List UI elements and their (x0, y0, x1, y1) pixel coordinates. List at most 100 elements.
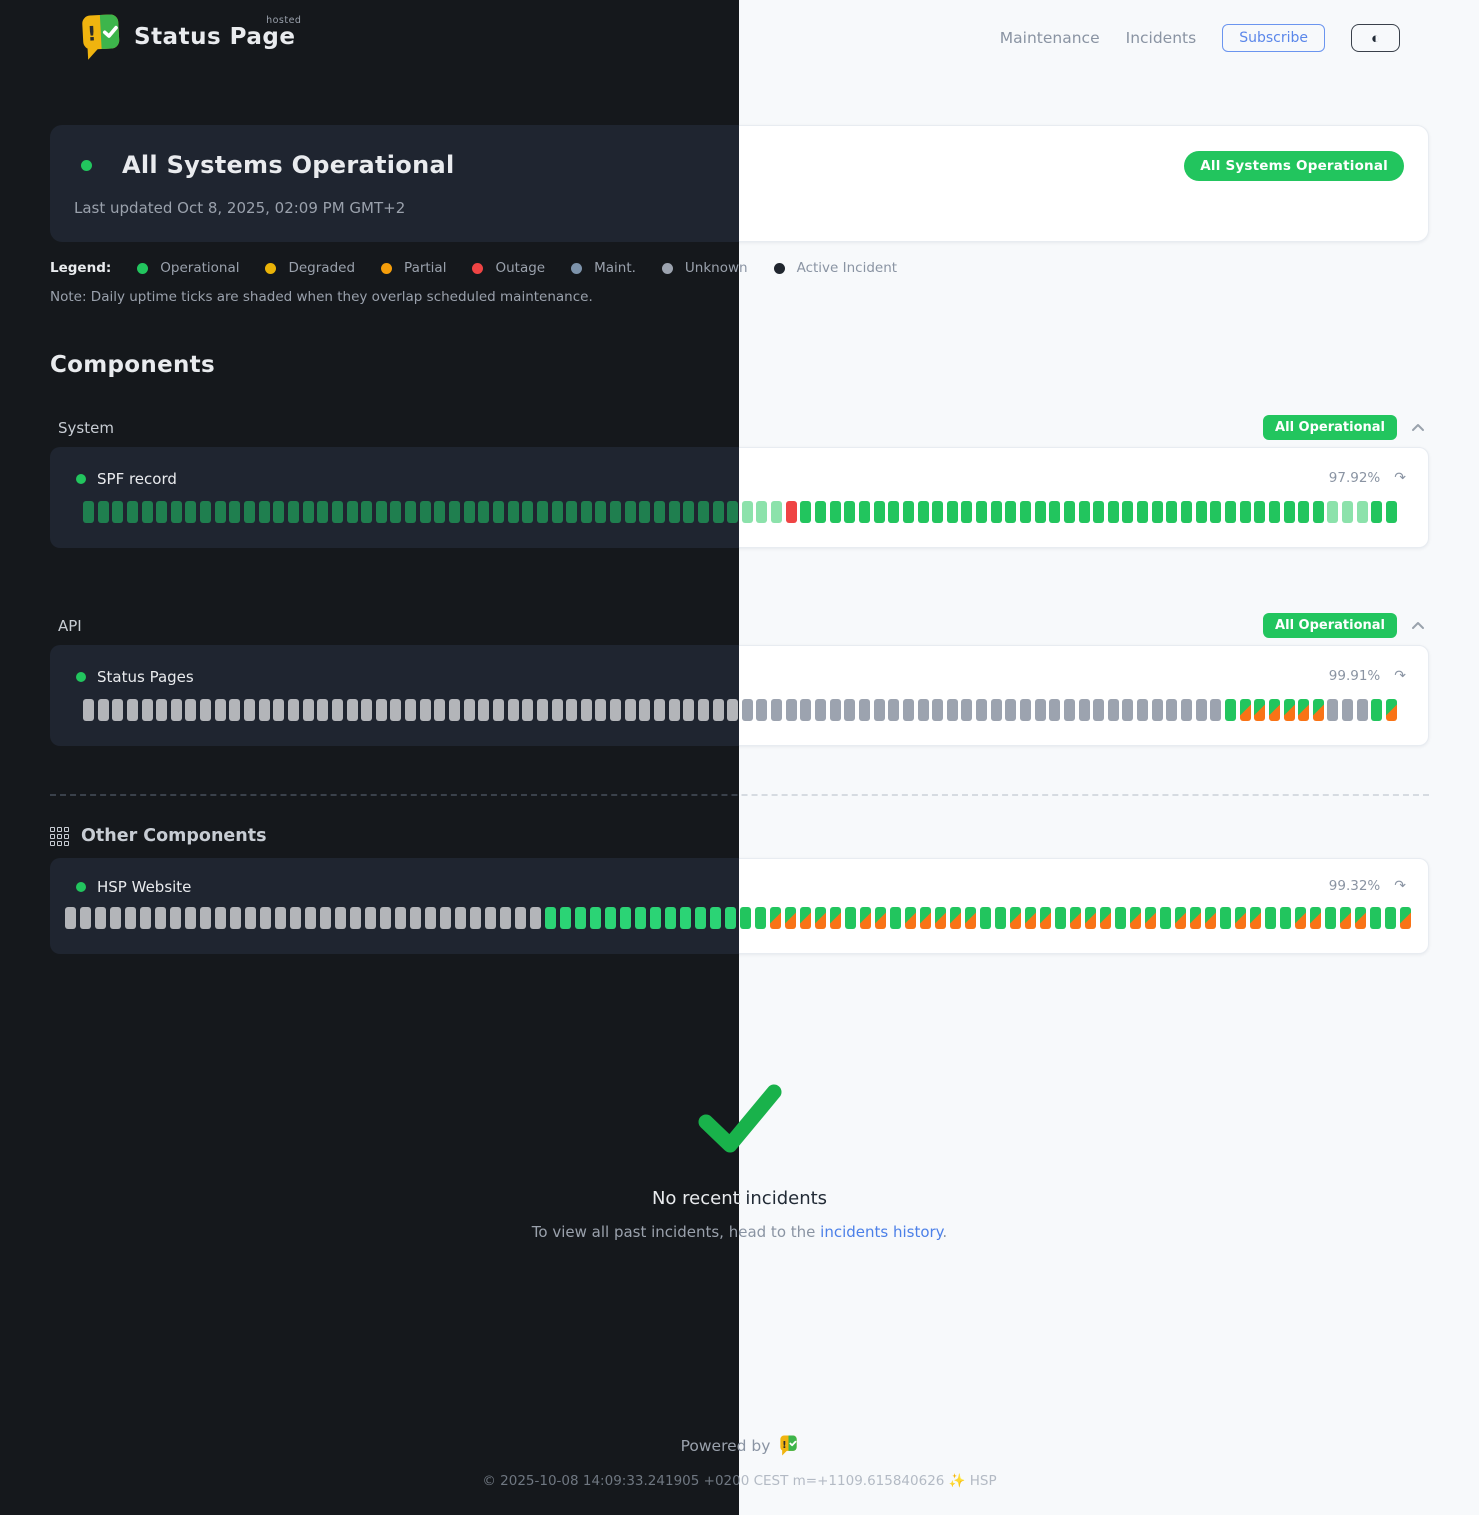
uptime-tick (170, 699, 182, 721)
uptime-tick (1115, 907, 1126, 929)
legend-item-outage: Outage (472, 260, 545, 276)
uptime-tick (478, 699, 490, 721)
legend-note: Note: Daily uptime ticks are shaded when… (50, 289, 593, 305)
component-name: Status Pages (97, 668, 194, 686)
uptime-tick (756, 501, 768, 523)
trend-icon[interactable]: ↷ (1394, 878, 1406, 894)
components-title: Components (50, 352, 215, 378)
no-incidents-title: No recent incidents (651, 1188, 828, 1209)
section-divider (739, 794, 1429, 796)
status-page-logo-icon: ! (82, 14, 120, 60)
uptime-tick (551, 501, 563, 523)
uptime-tick (566, 501, 578, 523)
uptime-tick (141, 501, 153, 523)
uptime-tick (1265, 907, 1276, 929)
uptime-tick (273, 699, 285, 721)
uptime-tick (1312, 699, 1324, 721)
uptime-tick (741, 501, 753, 523)
incidents-history-link[interactable]: incidents history (820, 1223, 943, 1241)
subscribe-button[interactable]: Subscribe (1222, 24, 1325, 52)
other-components-list: HSP Website99.32%↷ (739, 858, 1429, 954)
uptime-tick (1268, 699, 1280, 721)
operational-dot-icon (76, 474, 86, 484)
uptime-tick (1386, 501, 1398, 523)
theme-toggle-button[interactable]: ◐ (1351, 24, 1400, 52)
uptime-tick (580, 501, 592, 523)
uptime-tick (214, 699, 226, 721)
uptime-tick (410, 907, 421, 929)
header: ! Status Page hosted Maintenance Inciden… (739, 0, 1479, 78)
uptime-tick (668, 699, 680, 721)
uptime-tick (888, 699, 900, 721)
uptime-tick (800, 907, 811, 929)
nav-incidents[interactable]: Incidents (1125, 29, 1197, 47)
uptime-tick (1310, 907, 1321, 929)
uptime-tick (1078, 501, 1090, 523)
other-components-header: Other Components (50, 826, 267, 846)
uptime-tick (65, 907, 76, 929)
incidents-section: No recent incidents To view all past inc… (651, 1082, 1479, 1241)
trend-icon[interactable]: ↷ (1394, 668, 1406, 684)
uptime-tick (873, 699, 885, 721)
component-uptime: 99.32% ↷ (1329, 878, 1406, 894)
uptime-tick (200, 907, 211, 929)
footer-powered-by: Powered by ! (739, 1435, 1479, 1456)
uptime-tick (125, 907, 136, 929)
uptime-tick (126, 699, 138, 721)
uptime-tick (785, 501, 797, 523)
uptime-tick (624, 501, 636, 523)
legend: Legend: OperationalDegradedPartialOutage… (739, 260, 897, 276)
uptime-tick (1130, 907, 1141, 929)
uptime-tick (727, 699, 739, 721)
trend-icon[interactable]: ↷ (1394, 470, 1406, 486)
chevron-up-icon[interactable] (1409, 418, 1429, 438)
footer-logo-icon[interactable]: ! (779, 1435, 798, 1456)
uptime-tick (1356, 501, 1368, 523)
uptime-tick (361, 501, 373, 523)
uptime-tick (1025, 907, 1036, 929)
uptime-tick (97, 699, 109, 721)
uptime-tick (390, 501, 402, 523)
uptime-tick (888, 501, 900, 523)
uptime-tick (273, 501, 285, 523)
uptime-tick (141, 699, 153, 721)
nav-maintenance[interactable]: Maintenance (999, 29, 1100, 47)
group-header-right: All Operational (1263, 415, 1429, 440)
uptime-tick (815, 907, 826, 929)
chevron-up-icon[interactable] (1409, 616, 1429, 636)
component-groups: SystemAll OperationalSPF record97.92%↷AP… (739, 408, 1429, 804)
uptime-tick (229, 699, 241, 721)
component-label: SPF record (76, 470, 177, 488)
uptime-tick (405, 699, 417, 721)
uptime-tick (946, 699, 958, 721)
uptime-tick (302, 699, 314, 721)
uptime-tick (522, 699, 534, 721)
uptime-tick (560, 907, 571, 929)
last-updated-text: Last updated Oct 8, 2025, 02:09 PM GMT+2 (74, 199, 406, 217)
uptime-tick (829, 699, 841, 721)
uptime-tick (1283, 699, 1295, 721)
uptime-tick (1005, 699, 1017, 721)
uptime-tick (1181, 699, 1193, 721)
uptime-tick (97, 501, 109, 523)
uptime-tick (1070, 907, 1081, 929)
uptime-tick (1224, 501, 1236, 523)
uptime-tick (965, 907, 976, 929)
group-name: API (58, 616, 82, 635)
uptime-tick (156, 699, 168, 721)
uptime-tick (1005, 501, 1017, 523)
uptime-tick (1254, 501, 1266, 523)
uptime-tick (1268, 501, 1280, 523)
uptime-tick (492, 501, 504, 523)
uptime-tick (1239, 501, 1251, 523)
group-name: System (58, 418, 114, 437)
uptime-tick (449, 501, 461, 523)
uptime-tick (961, 501, 973, 523)
uptime-tick (710, 907, 721, 929)
uptime-ticks (739, 501, 1398, 523)
uptime-tick (1298, 501, 1310, 523)
uptime-tick (712, 699, 724, 721)
uptime-tick (470, 907, 481, 929)
uptime-tick (395, 907, 406, 929)
uptime-tick (1356, 699, 1368, 721)
